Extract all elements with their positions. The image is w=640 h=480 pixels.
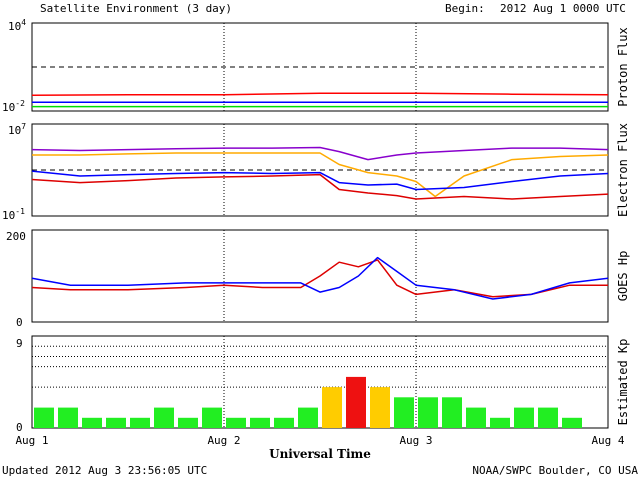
kp-bar bbox=[106, 417, 126, 428]
kp-bar bbox=[538, 407, 558, 428]
svg-text:10-2: 10-2 bbox=[2, 99, 25, 114]
kp-bar bbox=[202, 407, 222, 428]
kp-bar bbox=[34, 407, 54, 428]
kp-bar bbox=[82, 417, 102, 428]
proton-ytick-top: 104 bbox=[8, 18, 26, 33]
panel-0-series-0 bbox=[31, 92, 609, 96]
kp-bar bbox=[274, 417, 294, 428]
panel-2-series-1 bbox=[31, 256, 609, 300]
panel-1-series-3 bbox=[31, 173, 609, 200]
panel-1-series-1 bbox=[32, 152, 609, 198]
kp-bar bbox=[298, 407, 318, 428]
estimated-kp-label: Estimated Kp bbox=[616, 339, 630, 426]
x-axis-title: Universal Time bbox=[269, 447, 371, 461]
kp-bar bbox=[418, 397, 438, 428]
kp-bar bbox=[178, 417, 198, 428]
kp-bar bbox=[130, 417, 150, 428]
updated-timestamp: Updated 2012 Aug 3 23:56:05 UTC bbox=[2, 464, 207, 477]
xtick-aug-1: Aug 1 bbox=[15, 434, 48, 447]
kp-bar bbox=[346, 376, 366, 428]
kp-bar bbox=[514, 407, 534, 428]
panel-2-series-0 bbox=[31, 259, 608, 298]
begin-label: Begin: bbox=[445, 2, 485, 15]
kp-bar bbox=[490, 417, 510, 428]
series-layer bbox=[31, 92, 609, 300]
kp-bar bbox=[250, 417, 270, 428]
electron-ytick-top: 107 bbox=[8, 122, 26, 137]
begin-value: 2012 Aug 1 0000 UTC bbox=[500, 2, 626, 15]
svg-text:104: 104 bbox=[8, 18, 26, 33]
kp-bar bbox=[226, 417, 246, 428]
chart-title: Satellite Environment (3 day) bbox=[40, 2, 232, 15]
kp-bar bbox=[154, 407, 174, 428]
kp-bar bbox=[442, 397, 462, 428]
hp-ytick-top: 200 bbox=[6, 230, 26, 243]
svg-text:107: 107 bbox=[8, 122, 26, 137]
panel-1-series-2 bbox=[31, 170, 609, 191]
proton-ytick-bottom: 10-2 bbox=[2, 99, 25, 114]
electron-ytick-bottom: 10-1 bbox=[2, 207, 25, 222]
kp-bar bbox=[562, 417, 582, 428]
kp-bar bbox=[394, 397, 414, 428]
kp-bar bbox=[322, 387, 342, 428]
kp-bar-layer bbox=[34, 376, 582, 428]
credit-text: NOAA/SWPC Boulder, CO USA bbox=[472, 464, 638, 477]
goes-hp-label: GOES Hp bbox=[616, 251, 630, 302]
kp-bar bbox=[466, 407, 486, 428]
grid-layer bbox=[32, 23, 608, 428]
xtick-aug-4: Aug 4 bbox=[591, 434, 624, 447]
goes-hp-panel bbox=[31, 229, 609, 323]
hp-ytick-bottom: 0 bbox=[16, 316, 23, 329]
proton-flux-label: Proton Flux bbox=[616, 27, 630, 106]
kp-ytick-top: 9 bbox=[16, 337, 23, 350]
electron-flux-label: Electron Flux bbox=[616, 123, 630, 217]
svg-text:10-1: 10-1 bbox=[2, 207, 25, 222]
xtick-aug-2: Aug 2 bbox=[207, 434, 240, 447]
kp-bar bbox=[370, 387, 390, 428]
kp-ytick-bottom: 0 bbox=[16, 421, 23, 434]
kp-bar bbox=[58, 407, 78, 428]
panel-1-series-0 bbox=[31, 146, 609, 161]
xtick-aug-3: Aug 3 bbox=[399, 434, 432, 447]
